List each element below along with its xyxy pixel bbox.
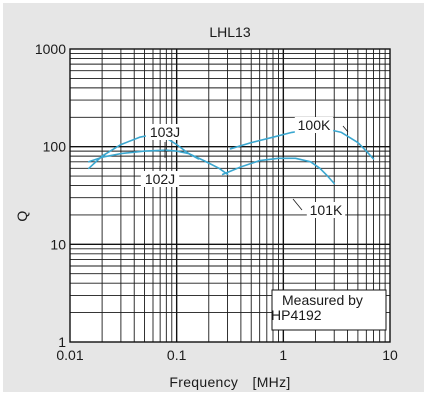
y-tick-label: 10 (50, 236, 66, 252)
x-tick-label: 0.1 (167, 347, 187, 363)
plot-border (69, 48, 391, 343)
x-tick-label: 10 (382, 347, 398, 363)
series-label-100K: 100K (298, 117, 331, 133)
series-line-102J (88, 149, 229, 176)
annotation-box: Measured by HP4192 (271, 289, 387, 331)
series-label-bg-101K (306, 202, 346, 218)
y-tick-labels: 1 10 100 1000 (35, 41, 66, 350)
y-tick-label: 1 (58, 334, 66, 350)
chart-svg: LHL13 0.01 0.1 1 10 1 10 100 1000 103J 102J 100K… (14, 24, 398, 390)
series-leader-101K (292, 198, 303, 211)
y-tick-label: 100 (43, 139, 67, 155)
x-tick-label: 1 (279, 347, 287, 363)
x-tick-labels: 0.01 0.1 1 10 (56, 347, 398, 363)
series-label-bg-102J (140, 171, 180, 187)
annotation-line-1: Measured by (282, 292, 363, 308)
x-tick-label: 0.01 (56, 347, 83, 363)
series-label-bg-100K (294, 117, 334, 133)
x-axis-title: Frequency [MHz] (169, 374, 290, 390)
series-labels: 103J 102J 100K 101K (140, 117, 349, 218)
annotation-box-rect (271, 289, 387, 331)
series-leader-100K (342, 125, 349, 133)
chart-title: LHL13 (209, 24, 250, 40)
y-tick-label: 1000 (35, 41, 66, 57)
series-label-103J: 103J (150, 124, 180, 140)
series-label-102J: 102J (145, 171, 175, 187)
series-label-101K: 101K (310, 202, 343, 218)
series-line-101K (221, 157, 335, 185)
y-axis-title: Q (14, 210, 30, 221)
series-label-bg-103J (145, 124, 185, 140)
annotation-line-2: HP4192 (271, 307, 322, 323)
chart-frame: LHL13 0.01 0.1 1 10 1 10 100 1000 103J 102J 100K… (3, 3, 424, 392)
